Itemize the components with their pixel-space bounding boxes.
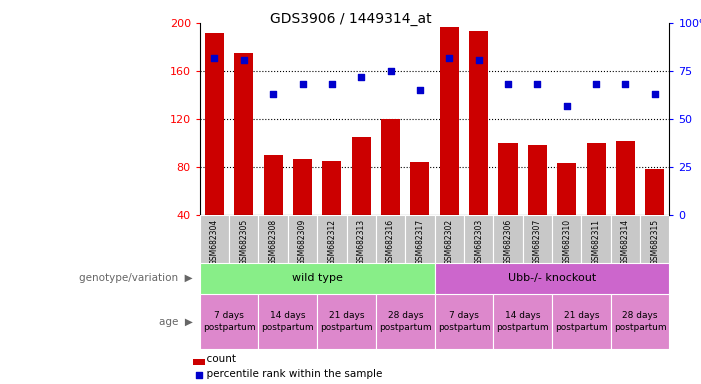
Text: GSM682316: GSM682316 [386,219,395,265]
Text: GSM682305: GSM682305 [239,219,248,265]
Bar [611,294,669,349]
Text: age  ▶: age ▶ [159,316,193,327]
Point [590,81,601,88]
Bar [440,26,459,215]
Bar [200,294,259,349]
Bar [494,294,552,349]
Bar [259,215,288,263]
Bar [264,155,283,215]
Point [473,56,484,63]
Point [268,91,279,97]
Bar [346,215,376,263]
Bar [611,215,640,263]
Bar [234,53,253,215]
Bar [552,215,581,263]
Text: percentile rank within the sample: percentile rank within the sample [200,369,382,379]
Bar [259,294,317,349]
Point [503,81,514,88]
Point [385,68,396,74]
Point [444,55,455,61]
Point [649,91,660,97]
Text: GSM682311: GSM682311 [592,219,601,265]
Text: GSM682310: GSM682310 [562,219,571,265]
Text: GSM682303: GSM682303 [474,219,483,265]
Text: wild type: wild type [292,273,343,283]
Bar [288,215,317,263]
Text: GDS3906 / 1449314_at: GDS3906 / 1449314_at [270,12,431,25]
Text: GSM682312: GSM682312 [327,219,336,265]
Point [532,81,543,88]
Point [620,81,631,88]
Text: GSM682302: GSM682302 [445,219,454,265]
Text: genotype/variation  ▶: genotype/variation ▶ [79,273,193,283]
Text: 14 days
postpartum: 14 days postpartum [496,311,549,332]
Bar [376,294,435,349]
Text: GSM682313: GSM682313 [357,219,366,265]
Text: GSM682306: GSM682306 [503,219,512,265]
Bar [376,215,405,263]
Point [414,87,426,93]
Bar [581,215,611,263]
Bar [317,294,376,349]
Bar [464,215,494,263]
Bar [205,33,224,215]
Point [297,81,308,88]
Text: GSM682315: GSM682315 [651,219,659,265]
Bar [469,31,488,215]
Text: GSM682314: GSM682314 [621,219,630,265]
Bar [200,263,435,294]
Point [561,103,572,109]
Bar [317,215,346,263]
Bar [552,294,611,349]
Text: GSM682308: GSM682308 [268,219,278,265]
Bar [200,215,229,263]
Bar [528,146,547,215]
Bar [293,159,312,215]
Point [193,372,205,379]
Bar [352,137,371,215]
Bar [405,215,435,263]
Bar [435,263,669,294]
Bar [435,294,494,349]
Text: 28 days
postpartum: 28 days postpartum [379,311,432,332]
Bar [616,141,635,215]
Bar [494,215,523,263]
Bar [640,215,669,263]
Text: 14 days
postpartum: 14 days postpartum [261,311,314,332]
Bar [498,143,517,215]
Bar [435,215,464,263]
Text: 7 days
postpartum: 7 days postpartum [203,311,255,332]
Text: 21 days
postpartum: 21 days postpartum [555,311,608,332]
Text: 28 days
postpartum: 28 days postpartum [614,311,667,332]
Bar [381,119,400,215]
Text: GSM682317: GSM682317 [416,219,424,265]
Text: GSM682309: GSM682309 [298,219,307,265]
Point [355,74,367,80]
Bar [193,359,205,365]
Text: GSM682307: GSM682307 [533,219,542,265]
Bar [410,162,430,215]
Bar [229,215,259,263]
Bar [523,215,552,263]
Text: count: count [200,354,236,364]
Point [238,56,250,63]
Bar [557,164,576,215]
Text: 7 days
postpartum: 7 days postpartum [437,311,490,332]
Point [209,55,220,61]
Text: GSM682304: GSM682304 [210,219,219,265]
Bar [645,169,665,215]
Text: Ubb-/- knockout: Ubb-/- knockout [508,273,596,283]
Point [326,81,337,88]
Text: 21 days
postpartum: 21 days postpartum [320,311,373,332]
Bar [587,143,606,215]
Bar [322,161,341,215]
